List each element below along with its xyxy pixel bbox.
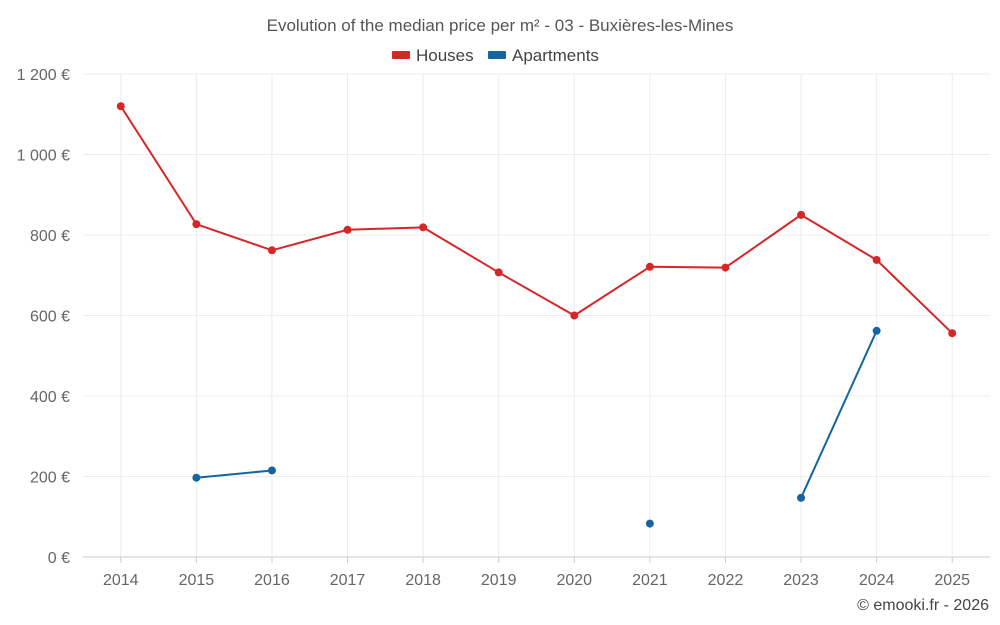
- series-layer: Houses 2014: 1120 € Houses 2015: 827 € Hou…: [116, 102, 957, 528]
- x-tick-label: 2015: [179, 572, 215, 589]
- legend-swatch-apartments: [488, 51, 506, 59]
- point-apartments-2021[interactable]: Apartments 2021: 83 €: [645, 519, 654, 528]
- point-houses-2018[interactable]: Houses 2018: 819 €: [419, 223, 428, 232]
- y-axis: 0 € 200 € 400 € 600 € 800 € 1 000 € 1 200 €: [17, 67, 70, 567]
- x-tick-label: 2016: [254, 572, 290, 589]
- legend-label-apartments[interactable]: Apartments: [512, 46, 599, 65]
- point-houses-2015[interactable]: Houses 2015: 827 €: [192, 220, 201, 229]
- point-houses-2020[interactable]: Houses 2020: 600 €: [570, 311, 579, 320]
- y-tick-label: 400 €: [30, 389, 70, 406]
- line-segment-apartments: [800, 330, 878, 499]
- point-apartments-2016[interactable]: Apartments 2016: 215 €: [267, 466, 276, 475]
- point-houses-2019[interactable]: Houses 2019: 707 €: [494, 268, 503, 277]
- line-segment-apartments: [196, 469, 273, 479]
- point-apartments-2024[interactable]: Apartments 2024: 562 €: [872, 326, 881, 335]
- point-houses-2024[interactable]: Houses 2024: 738 €: [872, 255, 881, 264]
- point-houses-2016[interactable]: Houses 2016: 762 €: [267, 246, 276, 255]
- legend-swatch-houses: [392, 51, 410, 59]
- x-tick-label: 2024: [859, 572, 895, 589]
- y-tick-label: 0 €: [48, 550, 70, 567]
- legend-label-houses[interactable]: Houses: [416, 46, 474, 65]
- point-houses-2017[interactable]: Houses 2017: 813 €: [343, 225, 352, 234]
- x-tick-label: 2018: [405, 572, 441, 589]
- credit-text: © emooki.fr - 2026: [857, 597, 989, 614]
- point-houses-2014[interactable]: Houses 2014: 1120 €: [116, 102, 125, 111]
- x-tick-label: 2025: [934, 572, 970, 589]
- point-apartments-2015[interactable]: Apartments 2015: 197 €: [192, 473, 201, 482]
- x-tick-label: 2014: [103, 572, 139, 589]
- grid: [83, 73, 990, 558]
- y-tick-label: 200 €: [30, 470, 70, 487]
- x-tick-label: 2020: [556, 572, 592, 589]
- x-tick-label: 2017: [330, 572, 366, 589]
- y-tick-label: 1 200 €: [17, 67, 70, 84]
- y-tick-label: 600 €: [30, 309, 70, 326]
- x-tick-label: 2022: [708, 572, 744, 589]
- x-axis: 2014 2015 2016 2017 2018 2019 2020 2021 2022 2023…: [103, 557, 970, 589]
- point-houses-2021[interactable]: Houses 2021: 721 €: [645, 262, 654, 271]
- point-apartments-2023[interactable]: Apartments 2023: 147 €: [797, 493, 806, 502]
- y-tick-label: 1 000 €: [17, 148, 70, 165]
- line-segment-houses: [119, 105, 953, 334]
- chart-title: Evolution of the median price per m² - 0…: [267, 16, 734, 35]
- point-houses-2025[interactable]: Houses 2025: 556 €: [948, 329, 957, 338]
- point-houses-2023[interactable]: Houses 2023: 850 €: [797, 210, 806, 219]
- x-tick-label: 2021: [632, 572, 668, 589]
- legend: Houses Apartments: [392, 46, 599, 65]
- x-tick-label: 2019: [481, 572, 517, 589]
- y-tick-label: 800 €: [30, 228, 70, 245]
- x-tick-label: 2023: [783, 572, 819, 589]
- point-houses-2022[interactable]: Houses 2022: 719 €: [721, 263, 730, 272]
